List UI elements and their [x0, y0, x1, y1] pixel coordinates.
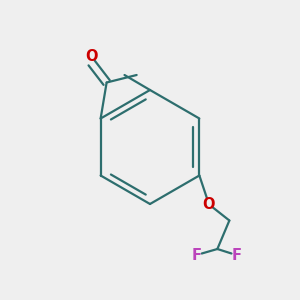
- Text: F: F: [232, 248, 242, 262]
- Text: F: F: [191, 248, 201, 262]
- Text: O: O: [85, 49, 98, 64]
- Text: O: O: [202, 197, 214, 212]
